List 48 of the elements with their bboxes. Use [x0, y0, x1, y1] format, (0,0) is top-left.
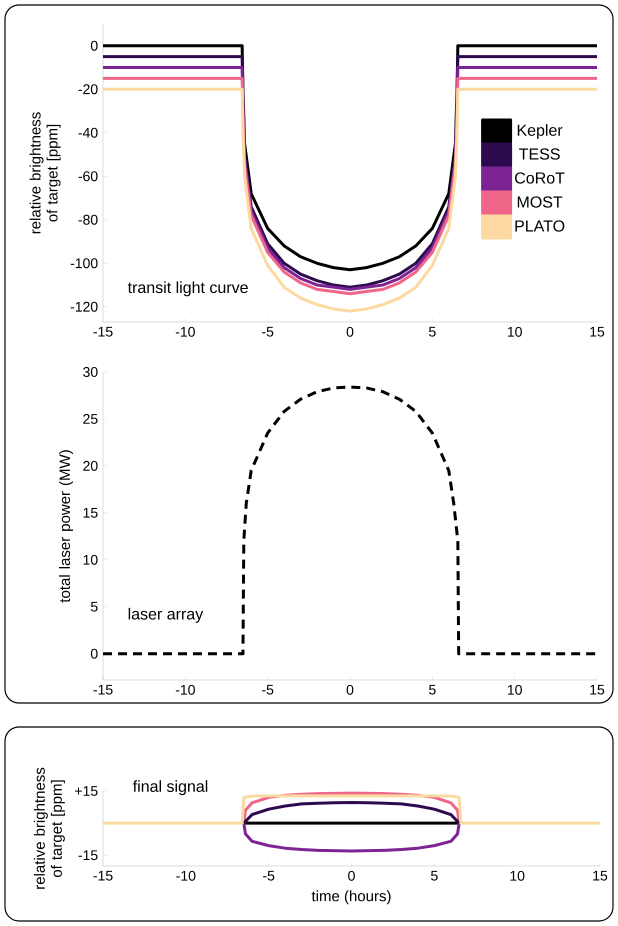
legend-label: PLATO — [515, 220, 564, 232]
annotation: laser array — [128, 608, 204, 623]
y-tick-label: 0 — [90, 40, 98, 51]
x-tick-label: -5 — [263, 870, 274, 881]
x-tick-label: 5 — [428, 684, 436, 695]
x-tick-label: 10 — [508, 684, 522, 695]
y-axis-title: relative brightness of target [ppm] — [30, 112, 61, 234]
legend-label: TESS — [519, 148, 560, 160]
x-axis-title: time (hours) — [312, 890, 391, 904]
y-tick-label: -60 — [78, 171, 98, 182]
x-tick-label: 0 — [348, 870, 355, 881]
x-tick-label: 15 — [590, 684, 604, 695]
y-tick-label: -20 — [78, 84, 98, 94]
x-tick-label: -5 — [262, 684, 274, 695]
x-tick-label: 5 — [431, 870, 438, 881]
x-tick-label: 15 — [590, 326, 604, 337]
y-tick-label: 5 — [90, 602, 98, 612]
x-tick-label: 15 — [593, 870, 608, 881]
y-tick-label: +15 — [75, 786, 98, 796]
y-tick-label: -40 — [78, 128, 98, 138]
line-series — [242, 801, 461, 825]
y-tick-label: 20 — [83, 460, 98, 471]
x-tick-label: -10 — [176, 326, 195, 337]
legend-label: MOST — [518, 196, 562, 208]
x-tick-label: 0 — [346, 684, 354, 695]
y-tick-label: 10 — [84, 554, 98, 565]
y-tick-label: 25 — [83, 414, 98, 424]
legend-label: Kepler — [518, 124, 562, 140]
legend-label: CoRoT — [515, 172, 565, 184]
y-axis-title: total laser power (MW) — [59, 450, 74, 602]
y-tick-label: 0 — [90, 648, 98, 659]
y-tick-label: 15 — [84, 508, 98, 518]
y-tick-label: 30 — [83, 367, 98, 377]
y-tick-label: -100 — [70, 258, 98, 268]
line-series — [242, 822, 461, 852]
x-tick-label: -10 — [176, 870, 196, 881]
y-axis-title: relative brightness of target [ppm] — [34, 768, 65, 889]
annotation: transit light curve — [128, 281, 248, 296]
y-tick-label: -80 — [78, 214, 98, 225]
x-tick-label: 5 — [428, 326, 436, 337]
x-tick-label: 10 — [510, 870, 524, 881]
y-tick-label: -15 — [78, 850, 98, 860]
x-tick-label: 10 — [508, 326, 522, 337]
x-tick-label: -5 — [262, 326, 274, 337]
annotation: final signal — [132, 780, 208, 796]
y-tick-label: -120 — [70, 302, 98, 312]
x-tick-label: 0 — [346, 326, 354, 337]
x-tick-label: -10 — [176, 684, 195, 695]
